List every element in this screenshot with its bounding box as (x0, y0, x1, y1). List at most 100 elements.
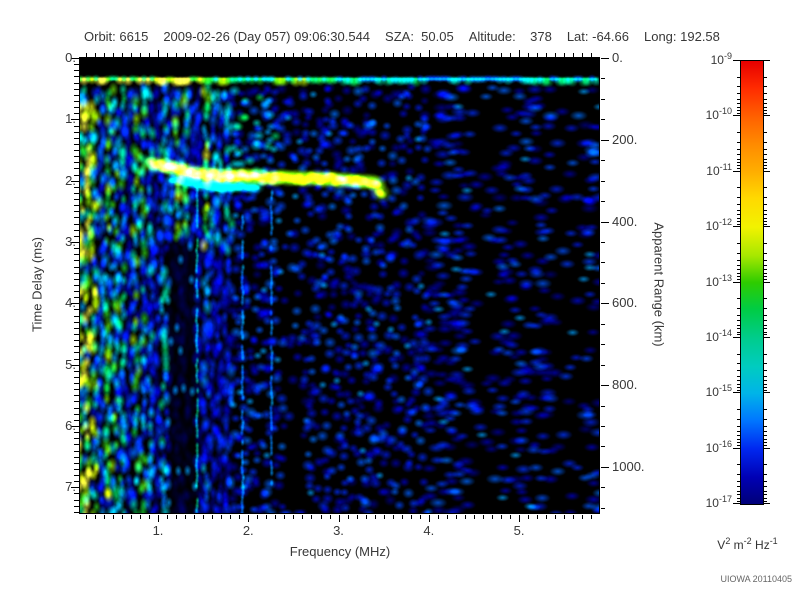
x-axis-top-minor-tick (582, 52, 584, 57)
colorbar-tick-label: 10-10 (705, 106, 732, 123)
y-left-minor-tick (74, 407, 79, 409)
colorbar-minor-tick (763, 165, 767, 167)
x-axis-tick-label: 5. (513, 523, 525, 538)
x-axis-top-minor-tick (455, 52, 457, 57)
colorbar-minor-tick (763, 162, 767, 164)
colorbar-minor-tick (736, 386, 740, 388)
x-axis-top-minor-tick (284, 52, 286, 57)
colorbar-major-tick (763, 336, 770, 338)
colorbar-minor-tick (736, 389, 740, 391)
colorbar-minor-tick (763, 363, 767, 365)
x-axis-minor-tick (473, 514, 475, 519)
y-right-major-tick (600, 385, 609, 386)
x-axis-top-minor-tick (112, 52, 114, 57)
y-left-minor-tick (74, 235, 79, 237)
colorbar-minor-tick (763, 474, 767, 475)
y-left-minor-tick (74, 297, 79, 299)
y-left-minor-tick (74, 150, 79, 151)
x-axis-top-minor-tick (347, 52, 349, 57)
y-left-tick-label: 5. (65, 356, 76, 372)
colorbar-minor-tick (763, 168, 767, 170)
colorbar-minor-tick (763, 223, 767, 225)
y-left-minor-tick (74, 217, 79, 219)
y-right-minor-tick (600, 425, 605, 427)
x-axis-minor-tick (537, 514, 539, 519)
y-left-minor-tick (74, 248, 79, 250)
colorbar-major-tick (733, 226, 740, 228)
colorbar-minor-tick (736, 168, 740, 170)
colorbar-minor-tick (736, 353, 740, 355)
x-axis-minor-tick (546, 514, 548, 519)
colorbar-minor-tick (736, 187, 740, 189)
colorbar-minor-tick (736, 279, 740, 280)
x-axis-top-major-tick (428, 49, 430, 57)
colorbar-units-label: V2 m-2 Hz-1 (717, 536, 778, 552)
y-left-tick-label: 1. (65, 111, 76, 127)
x-axis-minor-tick (446, 514, 448, 519)
colorbar-minor-tick (763, 431, 767, 432)
colorbar-minor-tick (736, 276, 740, 278)
colorbar-minor-tick (763, 276, 767, 278)
y-left-minor-tick (74, 493, 79, 495)
y-left-minor-tick (74, 260, 79, 262)
colorbar-minor-tick (736, 375, 740, 377)
y-right-minor-tick (600, 364, 605, 366)
y-left-major-tick (70, 487, 79, 489)
y-left-major-tick (70, 242, 79, 243)
colorbar-minor-tick (736, 334, 740, 336)
colorbar-minor-tick (763, 320, 767, 322)
x-axis-minor-tick (419, 514, 421, 519)
x-axis-minor-tick (555, 514, 557, 519)
x-axis-major-tick (338, 514, 340, 522)
y-left-minor-tick (74, 358, 79, 360)
y-right-major-tick (600, 303, 609, 305)
x-axis-top-minor-tick (374, 52, 376, 57)
colorbar-minor-tick (763, 380, 767, 381)
y-left-minor-tick (74, 444, 79, 446)
colorbar-minor-tick (736, 106, 740, 108)
x-axis-minor-tick (284, 514, 286, 519)
colorbar-minor-tick (763, 132, 767, 133)
colorbar-minor-tick (763, 331, 767, 333)
colorbar (740, 60, 764, 505)
colorbar-minor-tick (763, 204, 767, 206)
y-left-minor-tick (74, 229, 79, 231)
colorbar-minor-tick (763, 148, 767, 150)
colorbar-minor-tick (763, 324, 767, 326)
x-axis-tick-label: 3. (333, 523, 344, 538)
header-long: Long: 192.58 (643, 29, 720, 44)
y-left-minor-tick (74, 395, 79, 397)
x-axis-top-minor-tick (510, 52, 511, 57)
x-axis-top-minor-tick (103, 52, 105, 57)
x-axis-minor-tick (320, 514, 322, 519)
y-left-minor-tick (74, 456, 79, 458)
x-axis-top-minor-tick (203, 52, 205, 57)
colorbar-minor-tick (736, 439, 740, 440)
x-axis-top-minor-tick (167, 52, 168, 57)
y-right-minor-tick (600, 119, 605, 121)
colorbar-minor-tick (763, 141, 767, 143)
y-left-minor-tick (74, 143, 79, 145)
y-left-minor-tick (74, 88, 79, 90)
colorbar-minor-tick (736, 425, 740, 427)
colorbar-major-tick (733, 281, 740, 283)
x-axis-top-major-tick (519, 49, 520, 57)
colorbar-major-tick (763, 281, 770, 283)
y-left-minor-tick (74, 462, 79, 464)
colorbar-minor-tick (736, 363, 740, 365)
x-axis-minor-tick (455, 514, 457, 519)
y-right-tick-label: 600. (612, 295, 638, 311)
colorbar-major-tick (733, 392, 740, 394)
x-axis-minor-tick (401, 514, 403, 519)
x-axis-top-minor-tick (176, 52, 177, 57)
y-left-major-tick (70, 180, 79, 182)
colorbar-minor-tick (736, 490, 740, 492)
header-orbit: Orbit: 6615 (84, 29, 149, 44)
colorbar-minor-tick (763, 375, 767, 377)
colorbar-minor-tick (736, 494, 740, 496)
y-left-minor-tick (74, 82, 79, 84)
x-axis-minor-tick (329, 514, 331, 519)
x-axis-minor-tick (582, 514, 584, 519)
y-right-minor-tick (600, 201, 605, 203)
